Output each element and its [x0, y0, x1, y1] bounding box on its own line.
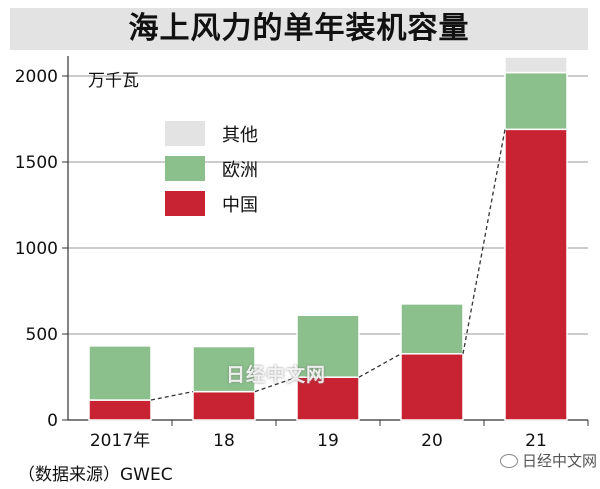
y-tick-label: 2000 [15, 67, 58, 87]
legend-label-europe: 欧洲 [222, 159, 258, 181]
y-tick-label: 1000 [15, 239, 58, 259]
y-tick-label: 0 [47, 411, 58, 431]
watermark: 日经中文网 [226, 364, 327, 386]
bar-segment [296, 376, 360, 421]
bar-segment [88, 399, 152, 421]
china-trend-dashed-line [358, 353, 402, 378]
legend-item-other: 其他 [165, 116, 258, 151]
y-tick-label: 500 [26, 325, 58, 345]
legend-label-other: 其他 [222, 124, 258, 146]
x-tick-label: 21 [525, 431, 547, 451]
legend-swatch-china [165, 191, 205, 216]
x-tick-label: 2017年 [90, 431, 150, 451]
china-trend-dashed-line [462, 129, 506, 354]
chart-title: 海上风力的单年装机容量 [128, 11, 470, 46]
source-note: （数据来源）GWEC [18, 465, 173, 485]
wechat-icon [500, 453, 518, 468]
x-tick-label: 19 [317, 431, 339, 451]
china-trend-dashed-line [254, 376, 298, 393]
bar-segment [192, 390, 256, 421]
title-band [10, 8, 588, 50]
legend: 其他 欧洲 中国 [165, 116, 258, 221]
legend-item-europe: 欧洲 [165, 151, 258, 186]
bar-segment [504, 71, 568, 131]
account-badge: 日经中文网 [500, 450, 597, 471]
bar-segment [400, 303, 464, 355]
x-tick-label: 18 [213, 431, 235, 451]
y-axis-unit-label: 万千瓦 [88, 71, 139, 91]
bar-segment [296, 314, 360, 378]
legend-label-china: 中国 [222, 194, 258, 216]
china-trend-dashed-line [150, 390, 194, 401]
bar-segment [504, 56, 568, 74]
bar-segment [504, 128, 568, 421]
legend-item-china: 中国 [165, 186, 258, 221]
bar-segment [192, 345, 256, 393]
y-tick-label: 1500 [15, 153, 58, 173]
legend-swatch-europe [165, 156, 205, 181]
x-tick-label: 20 [421, 431, 443, 451]
bar-segment [88, 345, 152, 401]
bar-segment [400, 353, 464, 421]
account-name: 日经中文网 [522, 452, 598, 470]
legend-swatch-other [165, 121, 205, 146]
